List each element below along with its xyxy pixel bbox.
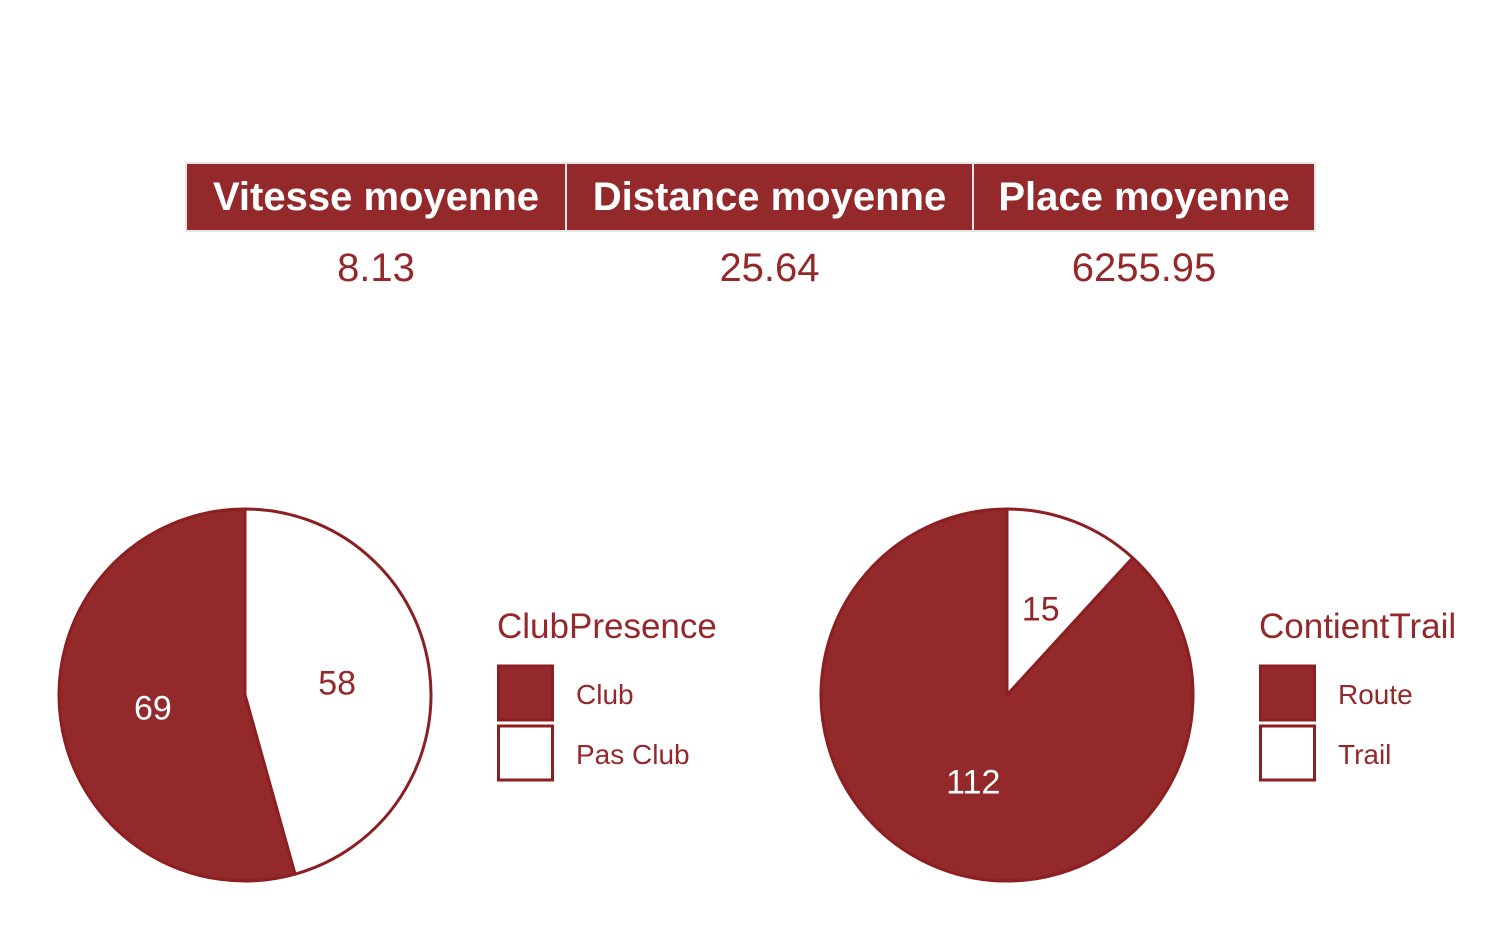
pie-chart-club: 58 69 — [57, 507, 433, 883]
summary-header-row: Vitesse moyenne Distance moyenne Place m… — [185, 162, 1316, 232]
header-vitesse: Vitesse moyenne — [185, 162, 567, 232]
legend-key-pas-club — [497, 724, 554, 782]
pie-slice-trail — [1005, 507, 1135, 697]
pie-label-trail: 15 — [1022, 590, 1060, 628]
legend-label-pas-club: Pas Club — [576, 739, 690, 770]
legend-trail: ContientTrail Route Trail — [1259, 607, 1456, 782]
summary-value-row: 8.13 25.64 6255.95 — [186, 231, 1315, 304]
legend-key-trail — [1259, 724, 1316, 782]
header-distance: Distance moyenne — [565, 162, 974, 232]
legend-title: ContientTrail — [1259, 607, 1456, 646]
pie-label-route: 112 — [946, 764, 1000, 802]
pie-slice-club — [57, 507, 297, 883]
value-place: 6255.95 — [1071, 245, 1217, 290]
legend-label-club: Club — [576, 679, 634, 710]
legend-key-club — [497, 664, 554, 722]
header-place: Place moyenne — [972, 162, 1316, 232]
summary-table: Vitesse moyenne Distance moyenne Place m… — [185, 162, 1316, 304]
value-vitesse: 8.13 — [337, 245, 415, 290]
pie-label-pas-club: 58 — [318, 664, 356, 702]
legend-label-route: Route — [1338, 679, 1413, 710]
pie-label-club: 69 — [134, 690, 172, 728]
pie-chart-trail: 15 112 — [819, 507, 1195, 883]
legend-label-trail: Trail — [1338, 739, 1391, 770]
legend-club: ClubPresence Club Pas Club — [497, 607, 717, 782]
value-distance: 25.64 — [719, 245, 820, 290]
legend-key-route — [1259, 664, 1316, 722]
pie-slice-pas-club — [243, 507, 433, 876]
legend-title: ClubPresence — [497, 607, 717, 646]
pie-slice-route — [819, 507, 1195, 883]
